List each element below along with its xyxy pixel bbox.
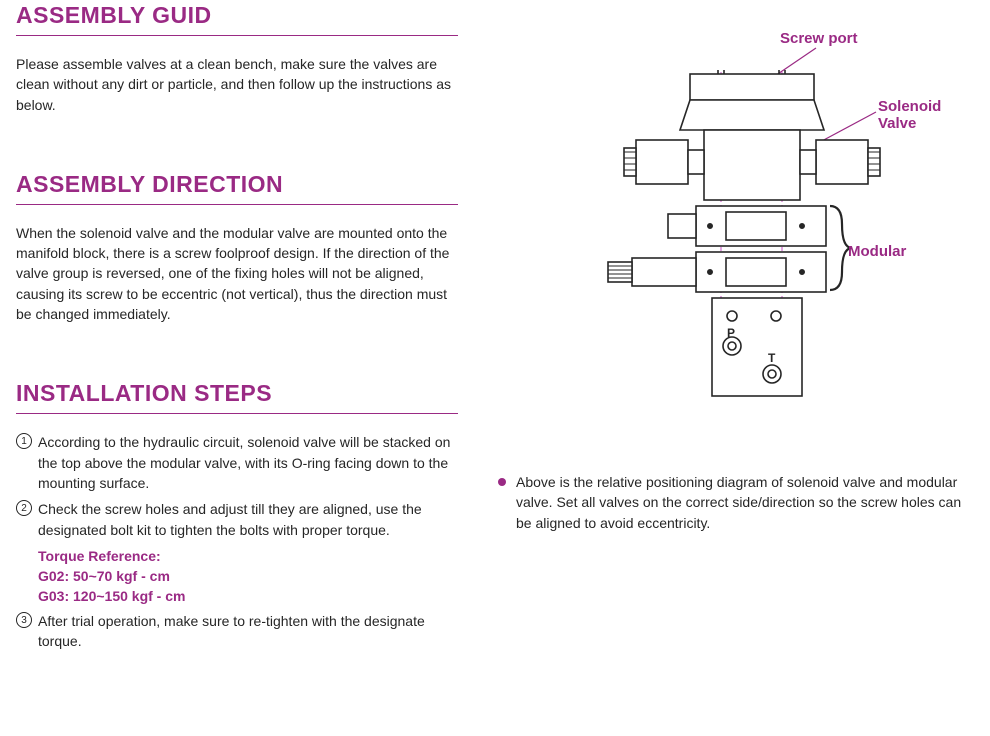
label-modular: Modular (848, 243, 906, 260)
step-marker-1: 1 (16, 433, 32, 449)
torque-reference: Torque Reference: G02: 50~70 kgf - cm G0… (16, 546, 458, 607)
torque-g03: G03: 120~150 kgf - cm (38, 586, 458, 606)
heading-installation-steps: INSTALLATION STEPS (16, 380, 458, 414)
svg-text:P: P (727, 326, 735, 340)
label-solenoid-valve: Solenoid Valve (878, 98, 978, 132)
heading-assembly-direction: ASSEMBLY DIRECTION (16, 171, 458, 205)
label-screw-port: Screw port (780, 30, 858, 47)
step-marker-2: 2 (16, 500, 32, 516)
step-2: 2 Check the screw holes and adjust till … (16, 499, 458, 540)
text-assembly-direction: When the solenoid valve and the modular … (16, 223, 458, 324)
installation-steps-list: 1 According to the hydraulic circuit, so… (16, 432, 458, 651)
valve-diagram-svg: P T (498, 30, 978, 450)
svg-text:T: T (768, 351, 776, 365)
right-column: Screw port Solenoid Valve Modular (498, 30, 978, 533)
text-assembly-guide: Please assemble valves at a clean bench,… (16, 54, 458, 115)
step-marker-3: 3 (16, 612, 32, 628)
step-1-text: According to the hydraulic circuit, sole… (38, 434, 450, 491)
left-column: ASSEMBLY GUID Please assemble valves at … (16, 2, 458, 657)
step-2-text: Check the screw holes and adjust till th… (38, 501, 422, 537)
step-3: 3 After trial operation, make sure to re… (16, 611, 458, 652)
step-3-text: After trial operation, make sure to re-t… (38, 613, 425, 649)
step-1: 1 According to the hydraulic circuit, so… (16, 432, 458, 493)
valve-diagram: Screw port Solenoid Valve Modular (498, 30, 978, 450)
heading-assembly-guide: ASSEMBLY GUID (16, 2, 458, 36)
torque-title: Torque Reference: (38, 546, 458, 566)
torque-g02: G02: 50~70 kgf - cm (38, 566, 458, 586)
diagram-note: Above is the relative positioning diagra… (498, 472, 978, 533)
